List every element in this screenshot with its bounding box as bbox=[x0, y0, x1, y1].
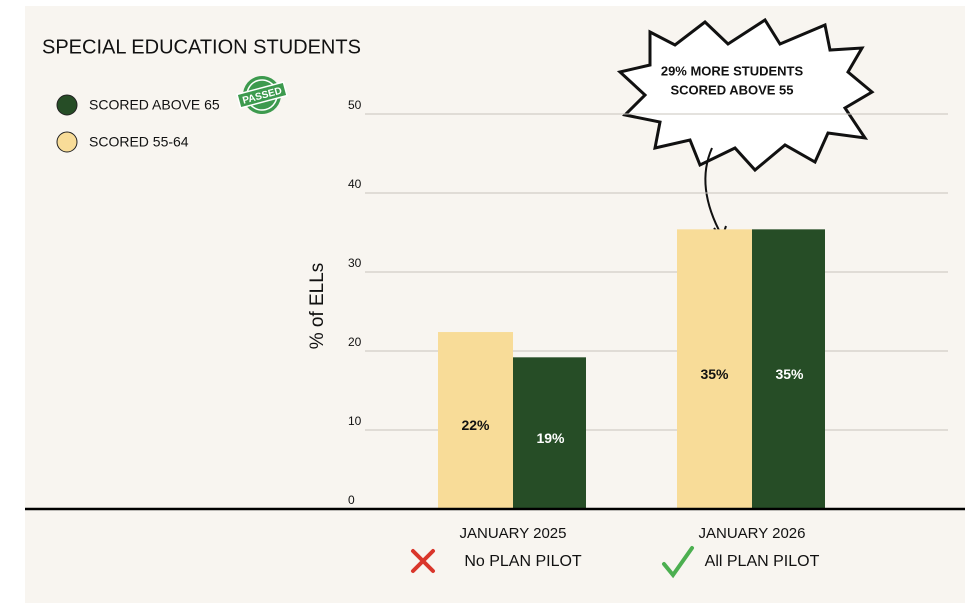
value-label: 35% bbox=[775, 366, 804, 382]
y-tick-label: 30 bbox=[348, 256, 362, 270]
bar bbox=[752, 229, 825, 509]
stamp: PASSED bbox=[236, 76, 288, 114]
y-tick-label: 10 bbox=[348, 414, 362, 428]
value-label: 19% bbox=[536, 430, 565, 446]
category-note: No PLAN PILOT bbox=[464, 553, 582, 570]
annotation-burst bbox=[616, 17, 875, 173]
bar bbox=[677, 229, 752, 509]
legend-label: SCORED 55-64 bbox=[89, 134, 189, 150]
value-label: 22% bbox=[461, 417, 490, 433]
legend-swatch bbox=[56, 131, 78, 153]
y-tick-label: 0 bbox=[348, 493, 355, 507]
bar bbox=[513, 357, 586, 509]
y-tick-label: 40 bbox=[348, 177, 362, 191]
legend-label: SCORED ABOVE 65 bbox=[89, 97, 220, 113]
legend-swatch bbox=[56, 94, 78, 116]
check-icon bbox=[662, 546, 694, 579]
y-axis-label: % of ELLs bbox=[307, 263, 328, 350]
y-tick-label: 20 bbox=[348, 335, 362, 349]
chart-title: SPECIAL EDUCATION STUDENTS bbox=[42, 36, 361, 58]
annotation-arrow bbox=[704, 147, 723, 237]
x-tick-label: JANUARY 2026 bbox=[698, 525, 805, 542]
no-icon bbox=[411, 549, 435, 573]
annotation-line: SCORED ABOVE 55 bbox=[670, 82, 793, 97]
y-tick-label: 50 bbox=[348, 98, 362, 112]
value-label: 35% bbox=[700, 366, 729, 382]
annotation-line: 29% MORE STUDENTS bbox=[661, 63, 804, 78]
stamp-band bbox=[236, 81, 288, 109]
x-tick-label: JANUARY 2025 bbox=[459, 525, 566, 542]
category-note: All PLAN PILOT bbox=[705, 553, 820, 570]
bar bbox=[438, 332, 513, 509]
